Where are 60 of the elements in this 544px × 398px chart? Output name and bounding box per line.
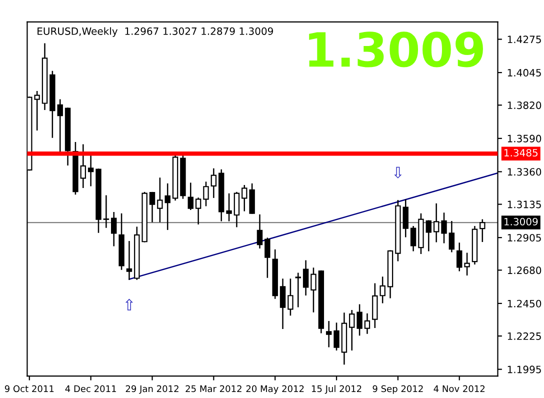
candlestick xyxy=(195,198,202,224)
annotation: 1.3009 xyxy=(309,32,483,68)
candlestick xyxy=(88,153,94,186)
y-tick-label: 1.2225 xyxy=(508,332,541,340)
candlestick xyxy=(256,214,263,248)
candlestick xyxy=(203,182,209,206)
y-tick-label: 1.4275 xyxy=(508,36,541,44)
x-tick-label: 9 Sep 2012 xyxy=(372,385,423,394)
candlestick xyxy=(480,219,486,242)
x-tick-label: 4 Nov 2012 xyxy=(434,385,485,392)
annotation: EURUSD,Weekly 1.2967 1.3027 1.2879 1.3009 xyxy=(38,27,273,37)
candlestick xyxy=(264,238,270,278)
candlestick xyxy=(441,212,447,244)
candlestick xyxy=(234,192,240,228)
ref-line-label: 1.3485 xyxy=(504,148,538,157)
x-tick-label: 20 May 2012 xyxy=(246,385,304,394)
candlestick xyxy=(149,192,156,222)
y-tick-label: 1.2905 xyxy=(508,234,541,242)
candlestick xyxy=(188,182,194,210)
candlestick xyxy=(402,199,408,238)
candlestick xyxy=(310,268,316,312)
candlestick xyxy=(410,226,416,252)
candlestick xyxy=(249,183,255,214)
candlestick xyxy=(126,241,132,280)
y-tick-label: 1.3135 xyxy=(508,200,541,208)
y-tick-label: 1.3360 xyxy=(508,168,542,176)
candlestick xyxy=(456,242,462,272)
candlestick xyxy=(242,184,248,212)
candlestick xyxy=(302,260,309,296)
y-tick-label: 1.4045 xyxy=(508,68,541,76)
candlestick xyxy=(80,144,86,188)
y-tick-label: 1.2450 xyxy=(508,300,542,308)
x-tick-label: 25 Mar 2012 xyxy=(186,385,242,392)
x-tick-label: 4 Dec 2011 xyxy=(65,385,116,392)
y-tick-label: 1.2680 xyxy=(508,266,542,274)
candlestick xyxy=(464,252,470,276)
annotation: ⇧ xyxy=(125,298,133,310)
y-tick-label: 1.1995 xyxy=(508,366,541,374)
candlestick xyxy=(334,322,340,351)
candlestick xyxy=(226,193,232,222)
candlestick xyxy=(103,195,110,228)
candlestick xyxy=(210,168,217,198)
candlestick xyxy=(356,304,362,336)
candlestick xyxy=(295,272,301,308)
x-tick-label: 29 Jan 2012 xyxy=(126,385,178,394)
candlestick xyxy=(349,310,355,351)
candlestick xyxy=(110,212,117,246)
candlestick xyxy=(364,313,370,334)
candlestick xyxy=(448,221,455,252)
candlestick xyxy=(326,321,332,348)
y-tick-label: 1.3820 xyxy=(508,102,542,110)
candlestick xyxy=(433,203,440,242)
candlestick xyxy=(288,278,294,316)
y-tick-label: 1.3590 xyxy=(508,134,542,142)
candlestick xyxy=(280,278,286,329)
annotation: ⇩ xyxy=(394,166,402,178)
x-tick-label: 9 Oct 2011 xyxy=(4,385,54,392)
ref-line-label: 1.3009 xyxy=(504,218,538,226)
candlestick xyxy=(426,220,432,252)
x-tick-label: 15 Jul 2012 xyxy=(312,385,362,394)
